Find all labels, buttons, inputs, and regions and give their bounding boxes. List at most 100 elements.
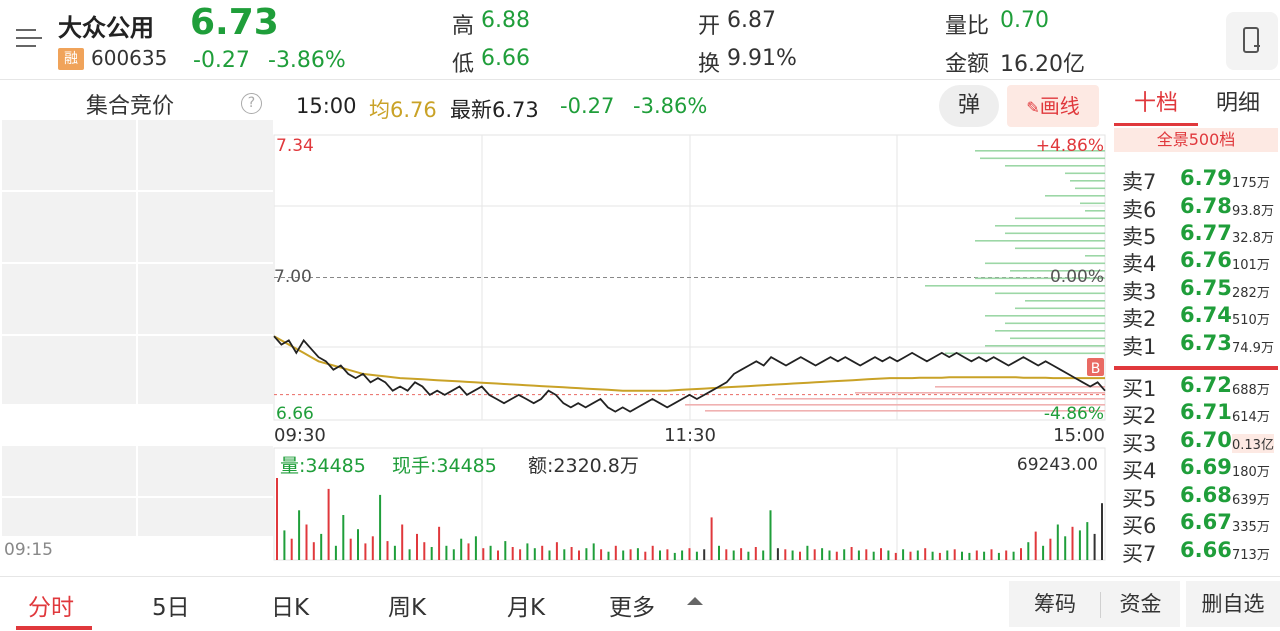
sell-label: 卖2 — [1122, 307, 1157, 331]
volume-bar — [1093, 533, 1096, 560]
sell-row[interactable]: 卖5 6.77 32.8万 — [1114, 221, 1278, 249]
volume-bar — [784, 549, 787, 560]
tab-month-k[interactable]: 月K — [507, 595, 546, 621]
turnover-value: 9.91% — [727, 46, 797, 71]
b-marker[interactable] — [1087, 358, 1104, 376]
tab-detail[interactable]: 明细 — [1215, 91, 1260, 116]
volume-bar — [828, 550, 831, 560]
sell-row[interactable]: 卖7 6.79 175万 — [1114, 166, 1278, 194]
sell-price: 6.79 — [1180, 166, 1232, 190]
auction-cell — [138, 336, 273, 404]
volume-bar — [887, 550, 890, 560]
tab-ten-levels[interactable]: 十档 — [1114, 84, 1198, 126]
volume-bar — [894, 552, 897, 560]
volume-bar — [718, 545, 720, 560]
volume-bar — [636, 548, 639, 560]
delete-favorite-button[interactable]: 删自选 — [1186, 581, 1280, 627]
depth-bar-sell — [985, 262, 1105, 265]
sell-price: 6.73 — [1180, 331, 1232, 355]
volume-bar — [327, 488, 330, 560]
volume-bar — [452, 549, 455, 560]
order-book-divider — [1114, 366, 1278, 370]
volume-bars — [276, 478, 1103, 560]
depth-bar-sell — [1070, 180, 1105, 182]
volume-bar — [975, 550, 978, 560]
buy-row[interactable]: 买6 6.67 335万 — [1114, 510, 1278, 538]
latest-price-label: 最新6.73 — [450, 98, 539, 122]
volume-bar — [681, 550, 684, 560]
funds-button[interactable]: 资金 — [1101, 581, 1180, 627]
triangle-up-icon[interactable] — [687, 592, 703, 611]
chips-button[interactable]: 筹码 — [1009, 581, 1101, 627]
auction-cell — [2, 336, 136, 404]
sell-row[interactable]: 卖3 6.75 282万 — [1114, 276, 1278, 304]
volume-bar — [880, 548, 882, 560]
help-icon[interactable]: ? — [241, 93, 262, 114]
sell-vol: 32.8万 — [1232, 231, 1274, 246]
depth-bar-sell — [1010, 337, 1105, 340]
sell-price: 6.77 — [1180, 221, 1232, 245]
volume-bar — [843, 549, 846, 560]
price-change: -0.27 — [193, 48, 250, 73]
draw-line-button[interactable]: ✎画线 — [1007, 85, 1099, 127]
vol-max-label: 69243.00 — [1017, 455, 1098, 475]
volume-bar — [821, 548, 824, 560]
sell-row[interactable]: 卖1 6.73 74.9万 — [1114, 331, 1278, 359]
volume-bar — [857, 550, 860, 560]
sell-row[interactable]: 卖4 6.76 101万 — [1114, 248, 1278, 276]
popup-toggle-button[interactable]: 弹 — [939, 85, 999, 127]
menu-icon[interactable] — [14, 26, 44, 52]
depth-bar-sell — [1080, 202, 1105, 205]
buy-row[interactable]: 买3 6.70 0.13亿 — [1114, 428, 1278, 456]
sell-label: 卖7 — [1122, 170, 1157, 194]
buy-vol: 614万 — [1232, 410, 1270, 425]
volume-bar — [438, 526, 441, 560]
low-label: 低 — [452, 52, 475, 77]
sell-vol: 510万 — [1232, 313, 1270, 328]
volume-bar — [489, 545, 492, 560]
volume-bar — [393, 545, 396, 560]
volume-bar — [1042, 545, 1045, 560]
buy-row[interactable]: 买4 6.69 180万 — [1114, 455, 1278, 483]
tab-more[interactable]: 更多 — [609, 595, 655, 621]
amount-label: 金额 — [945, 52, 990, 77]
volume-bar — [585, 548, 588, 560]
sell-label: 卖6 — [1122, 198, 1157, 222]
volume-bar — [776, 548, 779, 560]
volume-bar — [673, 552, 676, 560]
volume-bar — [408, 549, 411, 560]
button-separator — [1100, 592, 1101, 618]
tab-day-k[interactable]: 日K — [271, 595, 310, 621]
volume-bar — [806, 545, 809, 560]
pct-min-label: -4.86% — [1044, 404, 1104, 424]
buy-label: 买3 — [1122, 432, 1157, 456]
auction-cell — [138, 264, 273, 334]
tab-fenshi[interactable]: 分时 — [28, 595, 74, 621]
volume-bar — [305, 524, 308, 560]
volume-bar — [747, 551, 750, 560]
sell-row[interactable]: 卖6 6.78 93.8万 — [1114, 194, 1278, 222]
popup-toggle-label: 弹 — [957, 93, 980, 118]
buy-row[interactable]: 买5 6.68 639万 — [1114, 483, 1278, 511]
buy-row[interactable]: 买7 6.66 713万 — [1114, 538, 1278, 566]
price-change-pct: -3.86% — [268, 48, 346, 73]
phone-icon[interactable] — [1226, 12, 1278, 70]
buy-price: 6.69 — [1180, 455, 1232, 479]
volume-bar — [504, 541, 507, 560]
pencil-icon: ✎ — [1026, 98, 1040, 117]
volume-bar — [938, 552, 941, 560]
volume-bar — [334, 545, 337, 560]
sell-row[interactable]: 卖2 6.74 510万 — [1114, 303, 1278, 331]
intraday-chart[interactable]: 7.34 7.00 6.66 +4.86% 0.00% -4.86% 09:30… — [0, 0, 1112, 580]
volume-bar — [563, 549, 566, 560]
buy-row[interactable]: 买1 6.72 688万 — [1114, 373, 1278, 401]
volume-bar — [850, 547, 853, 560]
full-depth-button[interactable]: 全景500档 — [1114, 128, 1278, 152]
volume-bar — [659, 550, 661, 560]
tab-5day[interactable]: 5日 — [152, 595, 190, 621]
tab-week-k[interactable]: 周K — [388, 595, 427, 621]
volume-bar — [349, 538, 352, 560]
buy-row[interactable]: 买2 6.71 614万 — [1114, 400, 1278, 428]
volume-bar — [961, 551, 963, 560]
volume-bar — [703, 549, 706, 560]
